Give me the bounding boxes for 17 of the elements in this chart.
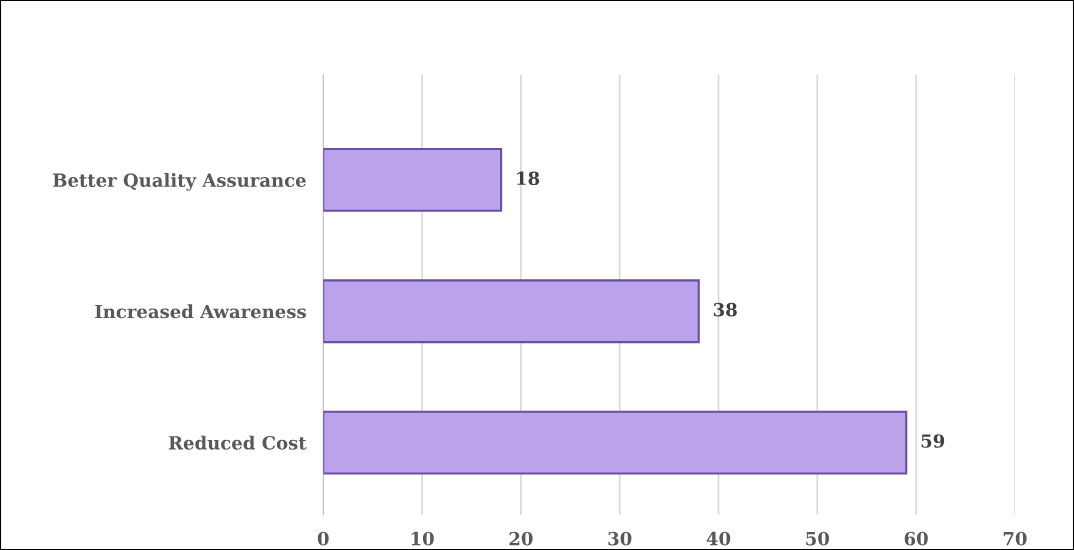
x-tick-label: 20 bbox=[509, 531, 533, 546]
x-tick-label: 0 bbox=[317, 531, 329, 546]
bar bbox=[323, 410, 908, 475]
y-tick-label: Reduced Cost bbox=[168, 435, 307, 450]
data-label: 38 bbox=[713, 302, 737, 317]
x-tick-label: 40 bbox=[706, 531, 731, 546]
data-label: 18 bbox=[517, 171, 540, 186]
bar bbox=[323, 147, 503, 212]
x-tick-label: 10 bbox=[411, 531, 434, 546]
x-tick-label: 60 bbox=[904, 531, 928, 546]
x-tick-label: 50 bbox=[806, 531, 830, 546]
bar bbox=[323, 279, 700, 344]
x-tick-label: 70 bbox=[1003, 531, 1027, 546]
x-tick-label: 30 bbox=[608, 531, 632, 546]
data-label: 59 bbox=[921, 434, 945, 448]
y-tick-label: Increased Awareness bbox=[95, 304, 306, 319]
y-tick-label: Better Quality Assurance bbox=[53, 173, 306, 191]
